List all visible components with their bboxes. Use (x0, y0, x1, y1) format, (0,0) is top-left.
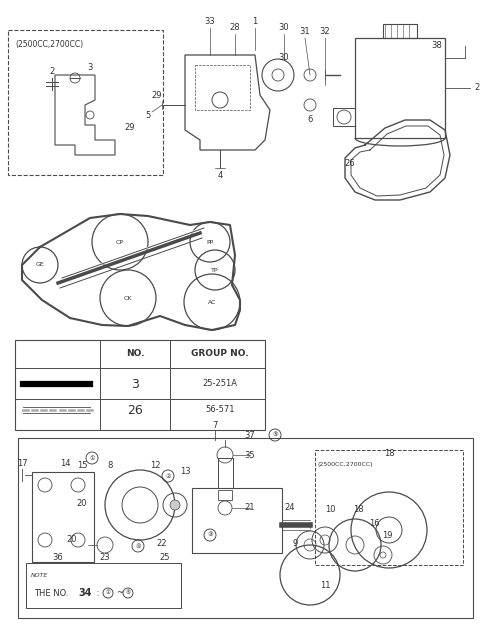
Text: 20: 20 (67, 536, 77, 545)
Text: 31: 31 (300, 27, 310, 37)
Text: 35: 35 (245, 451, 255, 460)
Text: GE: GE (36, 262, 44, 268)
Bar (315, 450, 463, 565)
Text: 6: 6 (307, 115, 312, 124)
Text: TP: TP (211, 268, 219, 273)
Text: 8: 8 (108, 462, 113, 470)
Text: 22: 22 (157, 538, 167, 548)
Text: 24: 24 (285, 503, 295, 512)
Text: 3: 3 (87, 63, 93, 72)
Text: 34: 34 (78, 588, 92, 598)
Text: 2: 2 (49, 67, 55, 77)
Circle shape (170, 500, 180, 510)
Bar (333, 108, 355, 126)
Text: 33: 33 (204, 18, 216, 27)
Bar (218, 458, 233, 488)
Text: :: : (94, 588, 102, 597)
Text: ⑤: ⑤ (126, 590, 131, 595)
Text: 14: 14 (60, 458, 70, 467)
Text: 3: 3 (131, 377, 139, 391)
Text: ①: ① (106, 590, 110, 595)
Text: 10: 10 (325, 505, 335, 515)
Text: ~: ~ (116, 588, 123, 597)
Text: 7: 7 (212, 420, 218, 429)
Text: 25: 25 (160, 553, 170, 562)
Text: THE NO.: THE NO. (34, 588, 69, 597)
Bar (32, 472, 94, 562)
Bar (8, 30, 163, 175)
Text: NO.: NO. (126, 349, 144, 358)
Text: 26: 26 (345, 158, 355, 167)
Text: PP: PP (206, 240, 214, 245)
Bar (26, 563, 181, 608)
Text: 11: 11 (320, 581, 330, 590)
Text: 38: 38 (432, 41, 443, 51)
Bar (355, 38, 445, 138)
Text: 5: 5 (145, 110, 151, 119)
Text: 9: 9 (292, 538, 298, 548)
Text: ③: ③ (207, 533, 213, 538)
Text: 36: 36 (53, 552, 63, 562)
Text: GROUP NO.: GROUP NO. (191, 349, 249, 358)
Text: (2500CC,2700CC): (2500CC,2700CC) (15, 40, 83, 49)
Text: CK: CK (124, 295, 132, 301)
Text: 28: 28 (230, 23, 240, 32)
Text: 19: 19 (382, 531, 392, 540)
Bar (383, 24, 417, 38)
Text: 23: 23 (100, 553, 110, 562)
Text: ①: ① (89, 455, 95, 460)
Text: 12: 12 (150, 462, 160, 470)
Text: 25-251A: 25-251A (203, 380, 238, 389)
Text: 20: 20 (77, 500, 87, 508)
Text: 29: 29 (152, 91, 162, 100)
Text: (2500CC,2700CC): (2500CC,2700CC) (318, 462, 373, 467)
Bar (192, 488, 282, 553)
Bar (195, 65, 250, 110)
Text: ④: ④ (135, 543, 141, 548)
Text: NOTE: NOTE (31, 573, 48, 578)
Text: 13: 13 (180, 467, 190, 477)
Text: ⑤: ⑤ (272, 432, 278, 437)
Text: 29: 29 (125, 124, 135, 133)
Bar (18, 438, 473, 618)
Text: 56-571: 56-571 (205, 406, 235, 415)
Bar (218, 490, 232, 500)
Text: 30: 30 (279, 23, 289, 32)
Text: 26: 26 (127, 403, 143, 417)
Text: 27: 27 (475, 84, 480, 93)
Text: 37: 37 (245, 430, 255, 439)
Text: 17: 17 (17, 458, 27, 467)
Text: 18: 18 (384, 450, 394, 458)
Text: CP: CP (116, 240, 124, 245)
Text: 15: 15 (77, 462, 87, 470)
Text: 21: 21 (245, 503, 255, 512)
Text: 18: 18 (353, 505, 363, 515)
Text: 1: 1 (252, 18, 258, 27)
Text: 32: 32 (320, 27, 330, 37)
Text: AC: AC (208, 299, 216, 304)
Text: ②: ② (165, 474, 171, 479)
Text: 16: 16 (369, 519, 379, 527)
Bar (15, 340, 265, 430)
Text: 4: 4 (217, 172, 223, 181)
Text: 30: 30 (279, 53, 289, 63)
